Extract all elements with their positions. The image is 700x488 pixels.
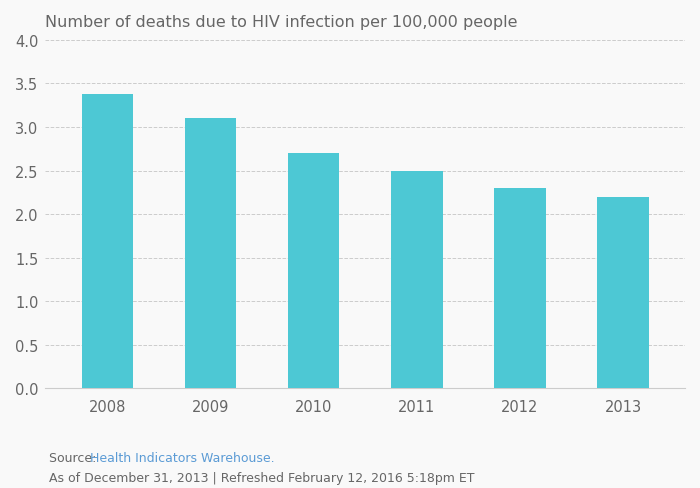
Bar	[185, 119, 237, 388]
Bar	[288, 154, 340, 388]
Bar	[494, 188, 546, 388]
Bar	[81, 95, 133, 388]
Text: Source:: Source:	[49, 451, 100, 465]
Bar	[597, 197, 649, 388]
Text: Health Indicators Warehouse.: Health Indicators Warehouse.	[90, 451, 274, 465]
Bar	[391, 171, 442, 388]
Text: Number of deaths due to HIV infection per 100,000 people: Number of deaths due to HIV infection pe…	[46, 15, 518, 30]
Text: As of December 31, 2013 | Refreshed February 12, 2016 5:18pm ET: As of December 31, 2013 | Refreshed Febr…	[49, 471, 475, 484]
